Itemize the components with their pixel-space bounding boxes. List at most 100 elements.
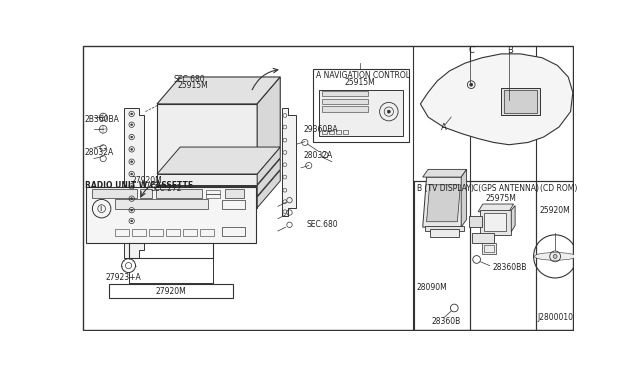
Bar [206, 194, 220, 198]
Circle shape [131, 198, 132, 199]
Bar [221, 227, 245, 235]
Polygon shape [511, 206, 515, 232]
Text: 27920M: 27920M [156, 287, 186, 296]
Bar [183, 230, 197, 236]
Circle shape [387, 110, 390, 113]
Polygon shape [431, 230, 459, 237]
Bar [149, 230, 163, 236]
Bar [536, 181, 575, 330]
Polygon shape [157, 77, 280, 104]
Circle shape [131, 124, 132, 126]
Text: 28360BB: 28360BB [492, 263, 526, 272]
Bar [329, 130, 334, 134]
Circle shape [131, 185, 132, 187]
Text: 29360BA: 29360BA [303, 125, 338, 134]
Bar [86, 187, 255, 243]
Circle shape [131, 161, 132, 163]
Bar [322, 99, 368, 104]
Text: SEC.680: SEC.680 [307, 220, 338, 229]
Bar [156, 189, 202, 198]
Bar [140, 189, 152, 198]
Text: SEC.680: SEC.680 [174, 75, 205, 84]
Text: 28032A: 28032A [303, 151, 333, 160]
Text: 25915M: 25915M [345, 78, 376, 87]
Text: RADIO UNIT W/CASSETTE: RADIO UNIT W/CASSETTE [86, 180, 193, 189]
Bar [414, 181, 470, 330]
Text: 25920M: 25920M [540, 206, 570, 215]
Circle shape [131, 113, 132, 115]
Bar [470, 181, 536, 330]
Text: 28090M: 28090M [417, 283, 447, 292]
Text: 27920M: 27920M [132, 176, 163, 185]
Bar [200, 230, 214, 236]
Polygon shape [257, 158, 280, 196]
Text: 25975M: 25975M [486, 194, 516, 203]
Polygon shape [461, 169, 467, 227]
Bar [319, 90, 403, 136]
Bar [166, 230, 180, 236]
Circle shape [131, 220, 132, 222]
Bar [132, 230, 147, 236]
Text: 27923+A: 27923+A [106, 273, 141, 282]
Polygon shape [422, 169, 467, 177]
Circle shape [470, 83, 473, 86]
Circle shape [131, 136, 132, 138]
Polygon shape [157, 147, 280, 174]
Polygon shape [427, 185, 460, 222]
Text: A: A [441, 122, 447, 132]
Polygon shape [422, 177, 465, 227]
Text: J2800010: J2800010 [537, 314, 573, 323]
Bar [322, 106, 368, 112]
Circle shape [553, 254, 557, 258]
Text: 28032A: 28032A [84, 148, 114, 157]
Polygon shape [472, 233, 493, 243]
Text: B (TV DISPLAY): B (TV DISPLAY) [417, 184, 474, 193]
Bar [206, 190, 220, 194]
Bar [342, 130, 348, 134]
Polygon shape [157, 174, 257, 185]
Text: C(GPS ANTENNA): C(GPS ANTENNA) [473, 184, 539, 193]
Text: 25915M: 25915M [178, 81, 209, 90]
Polygon shape [157, 197, 257, 208]
Circle shape [131, 209, 132, 211]
Polygon shape [478, 204, 513, 212]
Text: C: C [468, 45, 474, 55]
Text: SEC.272: SEC.272 [151, 184, 182, 193]
Bar [109, 284, 232, 298]
Polygon shape [157, 186, 257, 196]
Bar [312, 69, 409, 142]
Circle shape [131, 148, 132, 150]
Text: 28360B: 28360B [431, 317, 460, 326]
Polygon shape [484, 213, 506, 231]
Bar [322, 91, 368, 96]
Ellipse shape [534, 253, 576, 260]
Bar [221, 200, 245, 209]
Circle shape [131, 173, 132, 175]
Bar [482, 243, 496, 254]
Text: B: B [507, 45, 513, 55]
Polygon shape [257, 170, 280, 208]
Bar [501, 88, 540, 115]
Bar [225, 189, 244, 198]
Polygon shape [425, 225, 463, 231]
Polygon shape [469, 216, 482, 227]
Bar [504, 90, 538, 113]
FancyArrowPatch shape [141, 182, 156, 196]
Polygon shape [257, 77, 280, 173]
Text: (CD ROM): (CD ROM) [540, 184, 577, 193]
Text: A NAVIGATION CONTROL: A NAVIGATION CONTROL [316, 71, 410, 80]
Bar [92, 189, 137, 198]
Text: 2B360BA: 2B360BA [84, 115, 120, 124]
Bar [115, 199, 208, 209]
Bar [115, 230, 129, 236]
Text: i: i [99, 204, 101, 213]
Bar [484, 245, 493, 252]
Bar [336, 130, 341, 134]
Polygon shape [124, 108, 144, 258]
Polygon shape [257, 147, 280, 185]
Polygon shape [481, 210, 511, 235]
Polygon shape [420, 54, 573, 145]
Bar [322, 130, 327, 134]
FancyArrowPatch shape [252, 68, 278, 90]
Polygon shape [282, 108, 296, 216]
